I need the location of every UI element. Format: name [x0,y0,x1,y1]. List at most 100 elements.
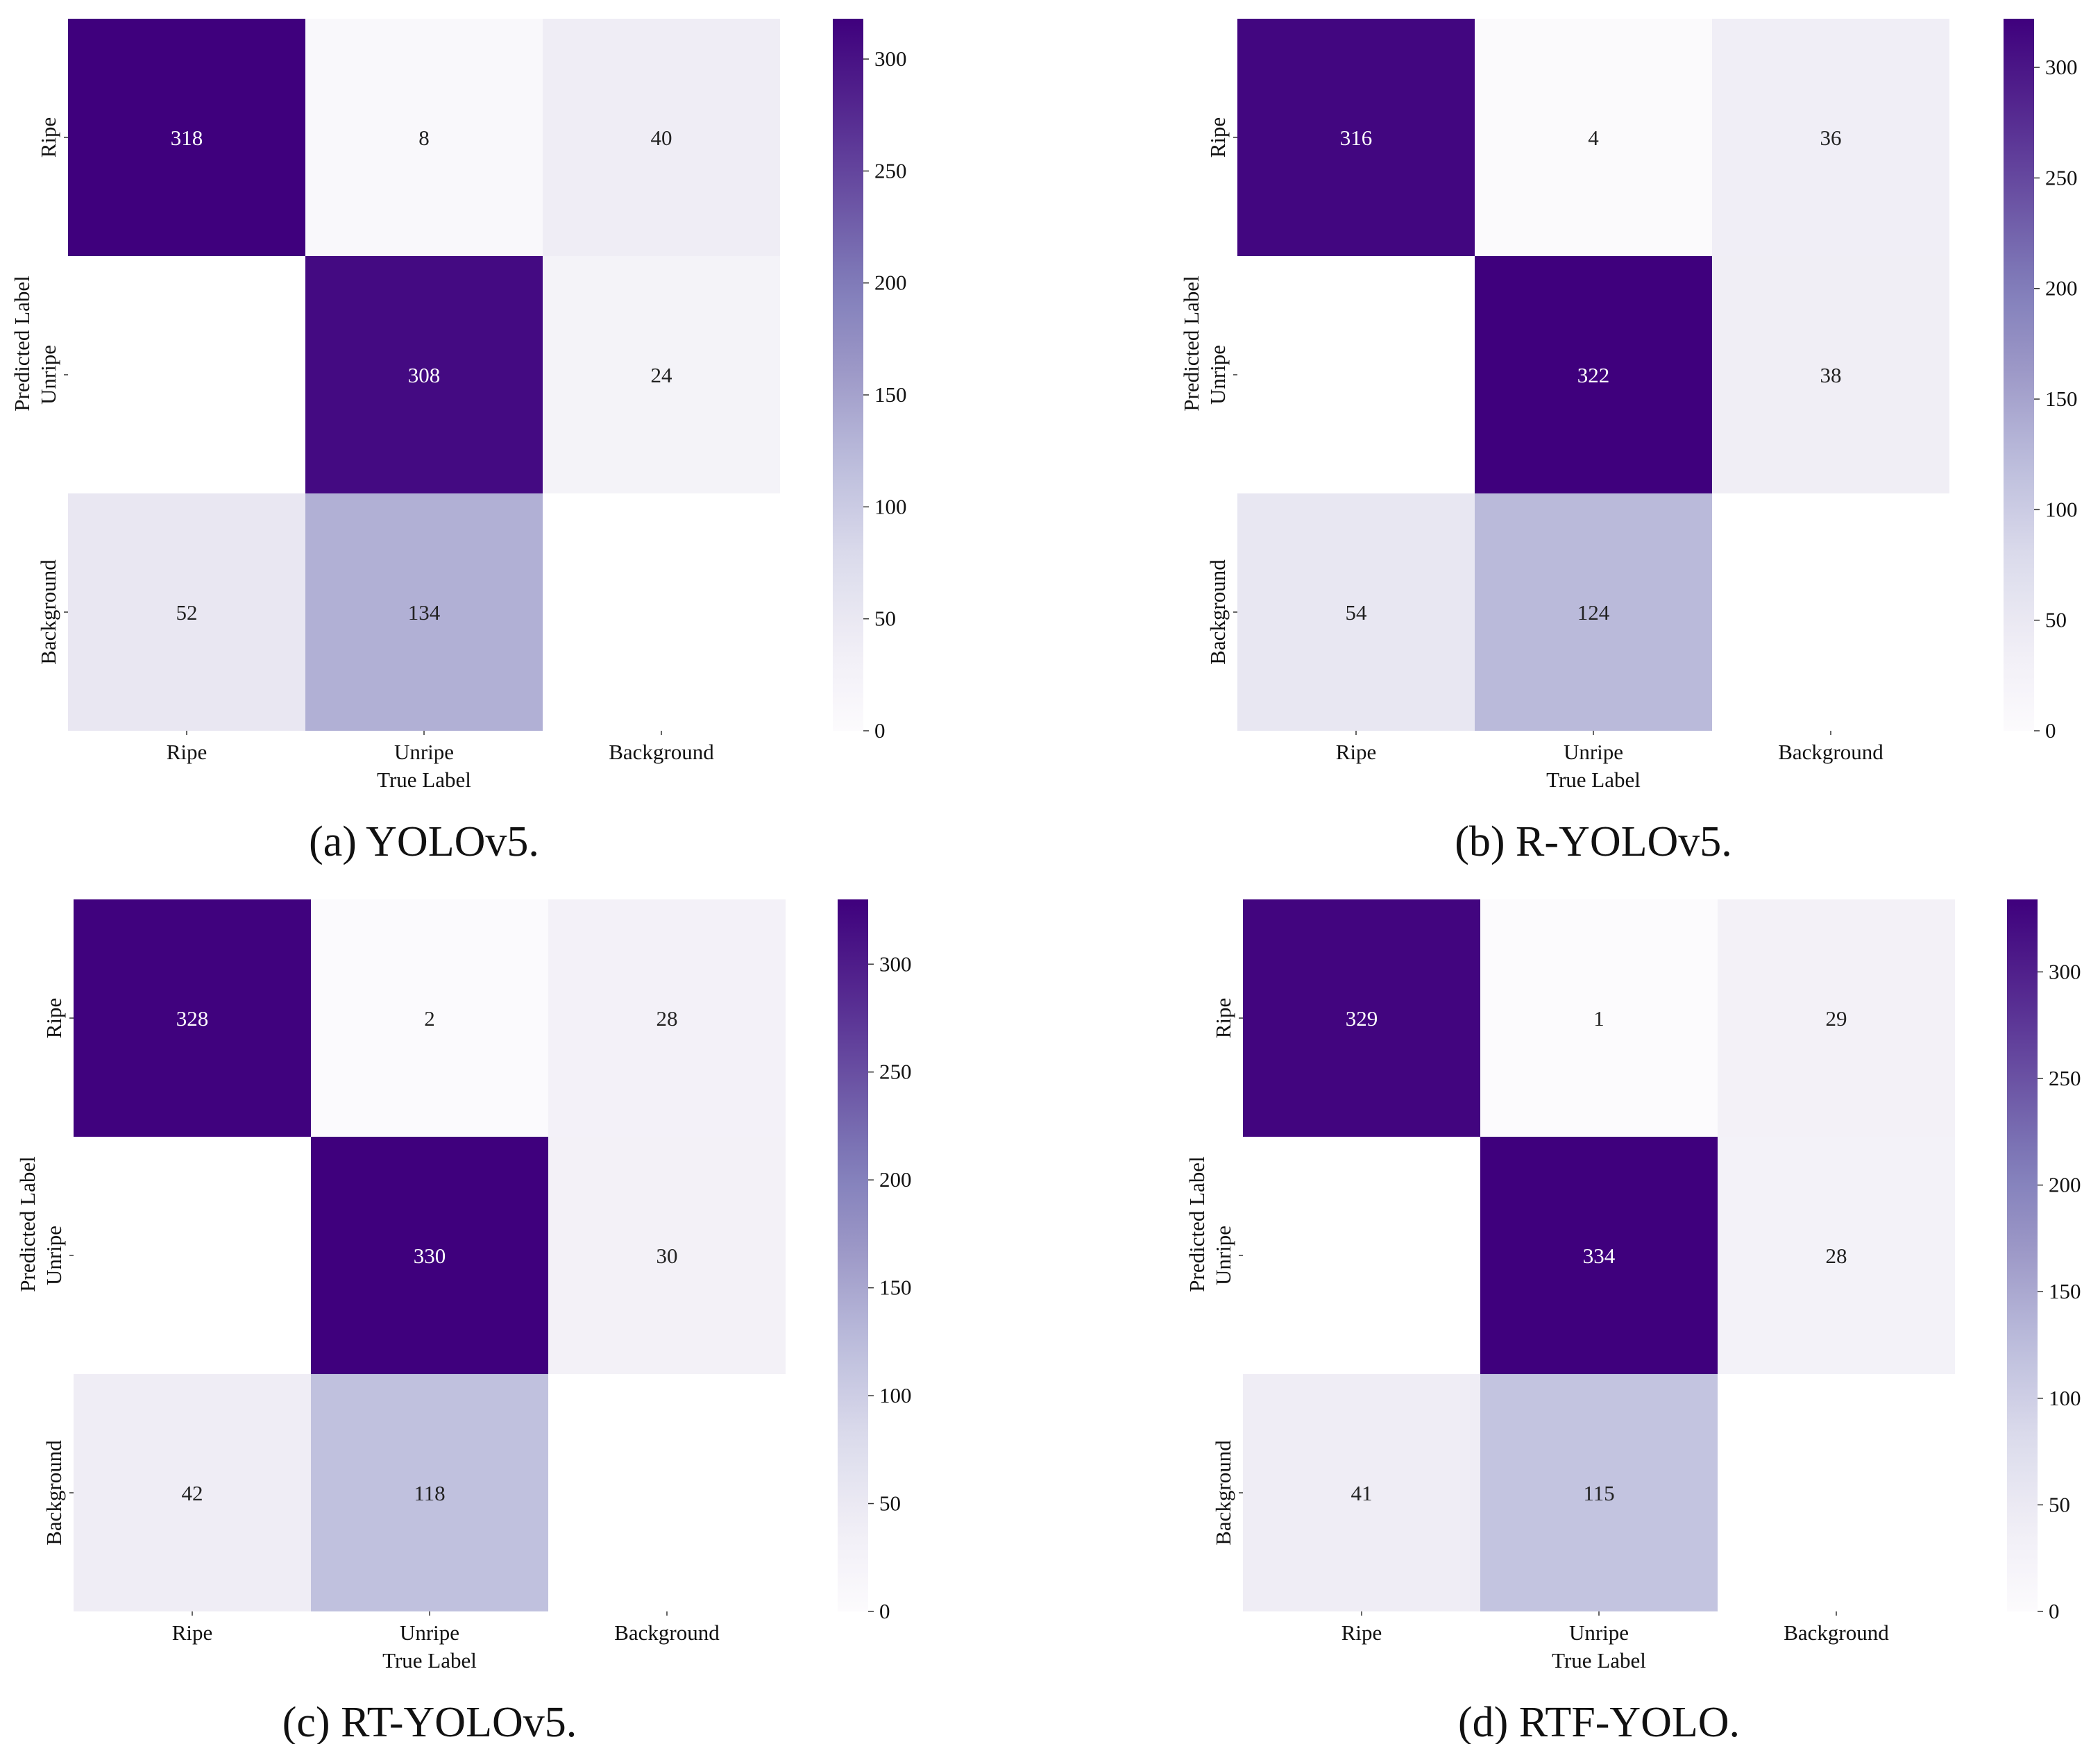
y-tick-label: Unripe [1205,345,1230,405]
y-tick-label: Background [1205,559,1230,665]
heatmap-cell [1475,19,1712,256]
colorbar-tick-label: 0 [2049,1599,2060,1623]
heatmap-cell [1480,899,1718,1137]
heatmap-cell [1480,1137,1718,1374]
colorbar-tick-label: 300 [879,951,912,976]
cell-value-label: 115 [1583,1481,1614,1505]
heatmap-cell [68,19,305,256]
x-axis-label: True Label [1546,768,1641,792]
subfigure-caption: (c) RT-YOLOv5. [282,1699,577,1744]
colorbar-tick-label: 150 [2049,1279,2081,1303]
heatmap-cell [305,256,543,493]
colorbar-tick-label: 100 [2045,497,2078,521]
x-axis-label: True Label [382,1648,477,1673]
cell-value-label: 329 [1346,1006,1378,1031]
colorbar-tick-label: 250 [2045,165,2078,189]
heatmap-cell [1237,493,1475,731]
x-tick-label: Ripe [172,1620,213,1645]
heatmap-cell [305,493,543,731]
colorbar-tick-label: 300 [2045,55,2078,79]
colorbar-tick-label: 100 [874,494,907,518]
cell-value-label: 328 [176,1006,209,1031]
y-axis-label: Predicted Label [1185,1156,1209,1292]
heatmap-cell [1243,899,1480,1137]
colorbar-tick-label: 150 [874,382,907,407]
subfigure-caption: (b) R-YOLOv5. [1455,818,1732,865]
cell-value-label: 30 [657,1244,678,1268]
colorbar-tick-label: 50 [879,1491,901,1516]
x-tick-label: Background [1778,740,1883,764]
colorbar-tick-label: 50 [2049,1492,2070,1516]
heatmap-cell [311,899,548,1137]
cell-value-label: 1 [1593,1006,1604,1031]
cell-value-label: 334 [1583,1244,1616,1268]
cell-value-label: 308 [408,363,441,387]
colorbar-tick-label: 0 [874,718,886,743]
heatmap-cell [548,899,786,1137]
cell-value-label: 52 [176,600,198,625]
heatmap-cell [1712,19,1949,256]
cell-value-label: 54 [1346,600,1368,625]
colorbar-tick-label: 200 [874,271,907,295]
colorbar-tick-label: 250 [2049,1066,2081,1090]
x-tick-label: Ripe [1341,1620,1382,1645]
heatmap-cell [543,19,780,256]
colorbar-tick-label: 250 [874,158,907,183]
cell-value-label: 40 [651,126,672,150]
colorbar-tick-label: 0 [879,1599,890,1623]
heatmap-cell [311,1374,548,1611]
cell-value-label: 4 [1588,126,1599,150]
colorbar-tick-label: 200 [2049,1173,2081,1197]
x-tick-label: Background [1784,1620,1889,1645]
x-tick-label: Unripe [400,1620,459,1645]
x-tick-label: Unripe [394,740,454,764]
colorbar-tick-label: 100 [2049,1386,2081,1410]
cell-value-label: 41 [1351,1481,1373,1505]
colorbar-tick-label: 150 [879,1276,912,1300]
cell-value-label: 29 [1826,1006,1847,1031]
colorbar-tick-label: 50 [2045,608,2067,632]
y-tick-label: Ripe [36,117,60,158]
colorbar-tick-label: 200 [2045,276,2078,300]
y-axis-label: Predicted Label [10,276,34,411]
heatmap-cell [543,256,780,493]
cell-value-label: 38 [1820,363,1842,387]
y-tick-label: Unripe [42,1226,66,1285]
cell-value-label: 124 [1577,600,1610,625]
y-tick-label: Background [1211,1440,1235,1546]
colorbar [2007,899,2038,1611]
x-tick-label: Unripe [1569,1620,1629,1645]
heatmap-cell [1718,899,1955,1137]
heatmap-cell [74,1374,311,1611]
cell-value-label: 42 [182,1481,203,1505]
confusion-matrix-panel-4: 329 1 29 334 28 41 115 Ripe Unripe Background True… [1185,899,2081,1744]
cell-value-label: 36 [1820,126,1842,150]
x-tick-label: Background [614,1620,720,1645]
y-tick-label: Ripe [42,998,66,1039]
y-tick-label: Unripe [36,345,60,405]
x-axis-label: True Label [377,768,471,792]
heatmap-cell [68,493,305,731]
x-tick-label: Ripe [167,740,208,764]
x-tick-label: Unripe [1564,740,1623,764]
confusion-matrix-panel-3: 328 2 28 330 30 42 118 Ripe Unripe Background True… [15,899,912,1744]
cell-value-label: 322 [1577,363,1610,387]
colorbar-tick-label: 200 [879,1167,912,1192]
heatmap-cell [1480,1374,1718,1611]
heatmap-cell [74,899,311,1137]
colorbar [838,899,868,1611]
x-tick-label: Ripe [1336,740,1377,764]
y-tick-label: Unripe [1211,1226,1235,1285]
heatmap-cell [1243,1374,1480,1611]
x-tick-label: Background [609,740,714,764]
cell-value-label: 118 [414,1481,445,1505]
colorbar [833,19,863,731]
colorbar [2004,19,2034,731]
heatmap-cell [1718,1137,1955,1374]
cell-value-label: 24 [651,363,673,387]
cell-value-label: 330 [414,1244,446,1268]
y-axis-label: Predicted Label [15,1156,40,1292]
colorbar-tick-label: 50 [874,607,896,631]
subfigure-caption: (a) YOLOv5. [309,818,539,865]
